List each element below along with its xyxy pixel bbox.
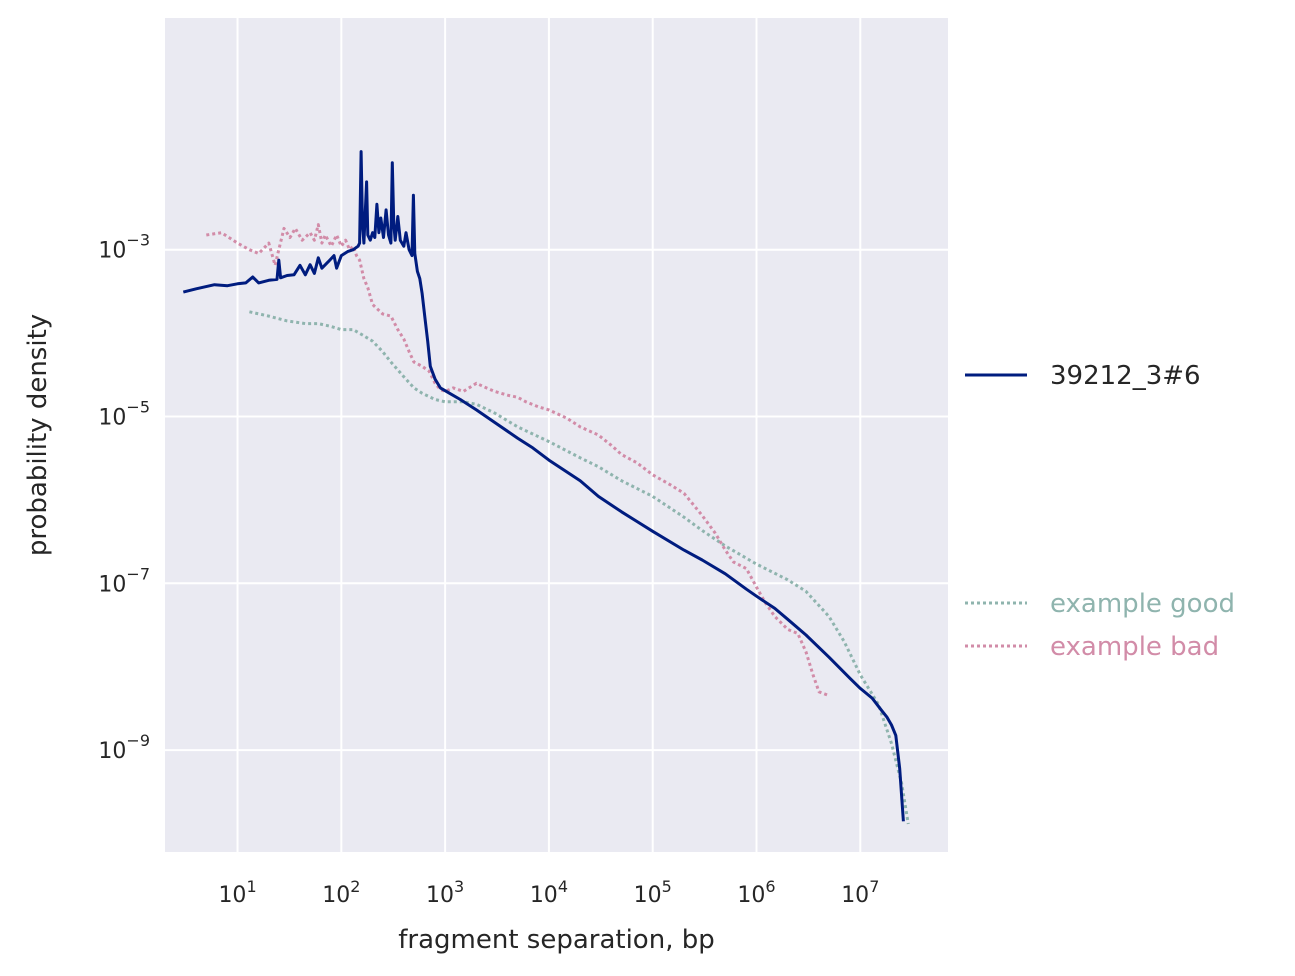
y-tick-label: 10−3 bbox=[98, 231, 150, 264]
x-tick-label: 105 bbox=[634, 877, 672, 908]
legend-label-1: example good bbox=[1050, 589, 1235, 619]
series-line-0 bbox=[182, 150, 905, 822]
x-tick-label: 106 bbox=[737, 877, 775, 908]
y-axis-label: probability density bbox=[23, 314, 53, 556]
x-tick-label: 103 bbox=[426, 877, 464, 908]
x-tick-label: 102 bbox=[322, 877, 360, 908]
x-tick-label: 104 bbox=[530, 877, 568, 908]
series-line-2 bbox=[206, 223, 830, 698]
y-tick-labels: 10−9 10−7 10−5 10−3 bbox=[98, 231, 150, 764]
series-line-1 bbox=[249, 310, 910, 825]
y-tick-label: 10−9 bbox=[98, 731, 150, 764]
y-tick-label: 10−5 bbox=[98, 397, 150, 430]
legend-label-0: 39212_3#6 bbox=[1050, 361, 1201, 391]
y-tick-label: 10−7 bbox=[98, 564, 150, 597]
legend-label-2: example bad bbox=[1050, 632, 1219, 662]
grid bbox=[165, 18, 948, 852]
series-layer bbox=[182, 150, 910, 825]
x-tick-label: 107 bbox=[841, 877, 879, 908]
x-tick-labels: 101 102 103 104 105 106 107 bbox=[218, 877, 879, 908]
plot-background bbox=[165, 18, 948, 852]
x-axis-label: fragment separation, bp bbox=[398, 925, 714, 955]
x-tick-label: 101 bbox=[218, 877, 256, 908]
